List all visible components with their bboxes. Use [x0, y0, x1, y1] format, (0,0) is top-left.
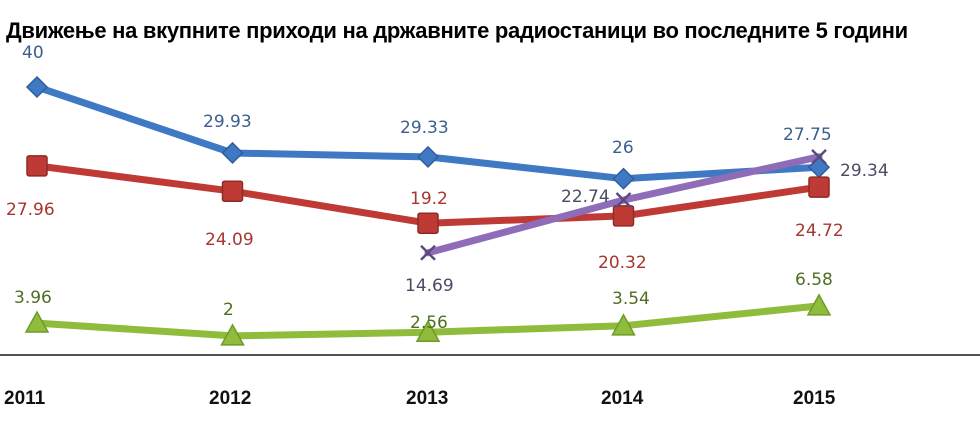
series-green-label-2013: 2.56	[410, 313, 448, 333]
series-purple-label-2014: 22.74	[561, 187, 610, 207]
series-blue-label-2013: 29.33	[400, 118, 449, 138]
series-green-label-2015: 6.58	[795, 270, 833, 290]
series-red-marker-2012	[221, 180, 244, 202]
series-green-marker-2011	[24, 310, 50, 333]
series-red-label-2012: 24.09	[205, 230, 254, 250]
x-tick-label-2011: 2011	[4, 388, 46, 409]
x-tick-label-2014: 2014	[601, 388, 644, 409]
series-green-marker-2013	[415, 319, 441, 342]
series-red-label-2013: 19.2	[410, 189, 448, 209]
x-tick-label-2013: 2013	[406, 388, 448, 409]
series-red-marker-2015	[808, 176, 830, 198]
series-red-label-2011: 27.96	[6, 200, 55, 220]
series-green-label-2011: 3.96	[14, 288, 52, 308]
series-markers	[24, 75, 832, 346]
series-blue-label-2012: 29.93	[203, 112, 252, 132]
series-purple-label-2015: 29.34	[840, 161, 889, 181]
series-green-label-2012: 2	[223, 300, 234, 320]
series-purple-marker-2015	[811, 148, 827, 165]
series-blue-label-2014: 26	[612, 138, 634, 158]
series-blue-label-2011: 40	[22, 43, 44, 63]
data-labels: 40 29.93 29.33 26 27.75 27.96 24.09 19.2 20.32 24…	[6, 43, 889, 333]
series-red-marker-2014	[612, 205, 635, 227]
x-tick-label-2012: 2012	[209, 388, 251, 409]
series-green-marker-2015	[806, 293, 832, 316]
x-axis-ticks: 2011 2012 2013 2014 2015	[4, 388, 836, 409]
series-purple-label-2013: 14.69	[405, 276, 454, 296]
series-blue-marker-2012	[221, 141, 244, 165]
series-green-label-2014: 3.54	[612, 289, 650, 309]
series-purple-marker-2013	[420, 244, 436, 261]
series-green-marker-2012	[220, 323, 245, 346]
series-green-marker-2014	[611, 313, 636, 336]
series-blue-marker-2013	[416, 145, 440, 168]
series-blue-label-2015: 27.75	[783, 125, 832, 145]
series-red-label-2015: 24.72	[795, 221, 844, 241]
chart-title: Движење на вкупните приходи на државните…	[6, 18, 908, 43]
series-blue-marker-2011	[25, 75, 49, 99]
x-tick-label-2015: 2015	[793, 388, 836, 409]
series-red-marker-2011	[26, 155, 48, 177]
series-red-label-2014: 20.32	[598, 253, 647, 273]
series-purple-marker-2014	[615, 192, 632, 208]
series-blue-marker-2014	[612, 167, 635, 190]
series-red-marker-2013	[417, 212, 439, 234]
